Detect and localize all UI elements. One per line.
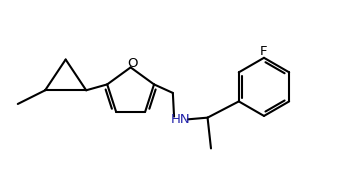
Text: HN: HN	[170, 113, 190, 126]
Text: O: O	[127, 57, 137, 70]
Text: F: F	[260, 45, 268, 58]
